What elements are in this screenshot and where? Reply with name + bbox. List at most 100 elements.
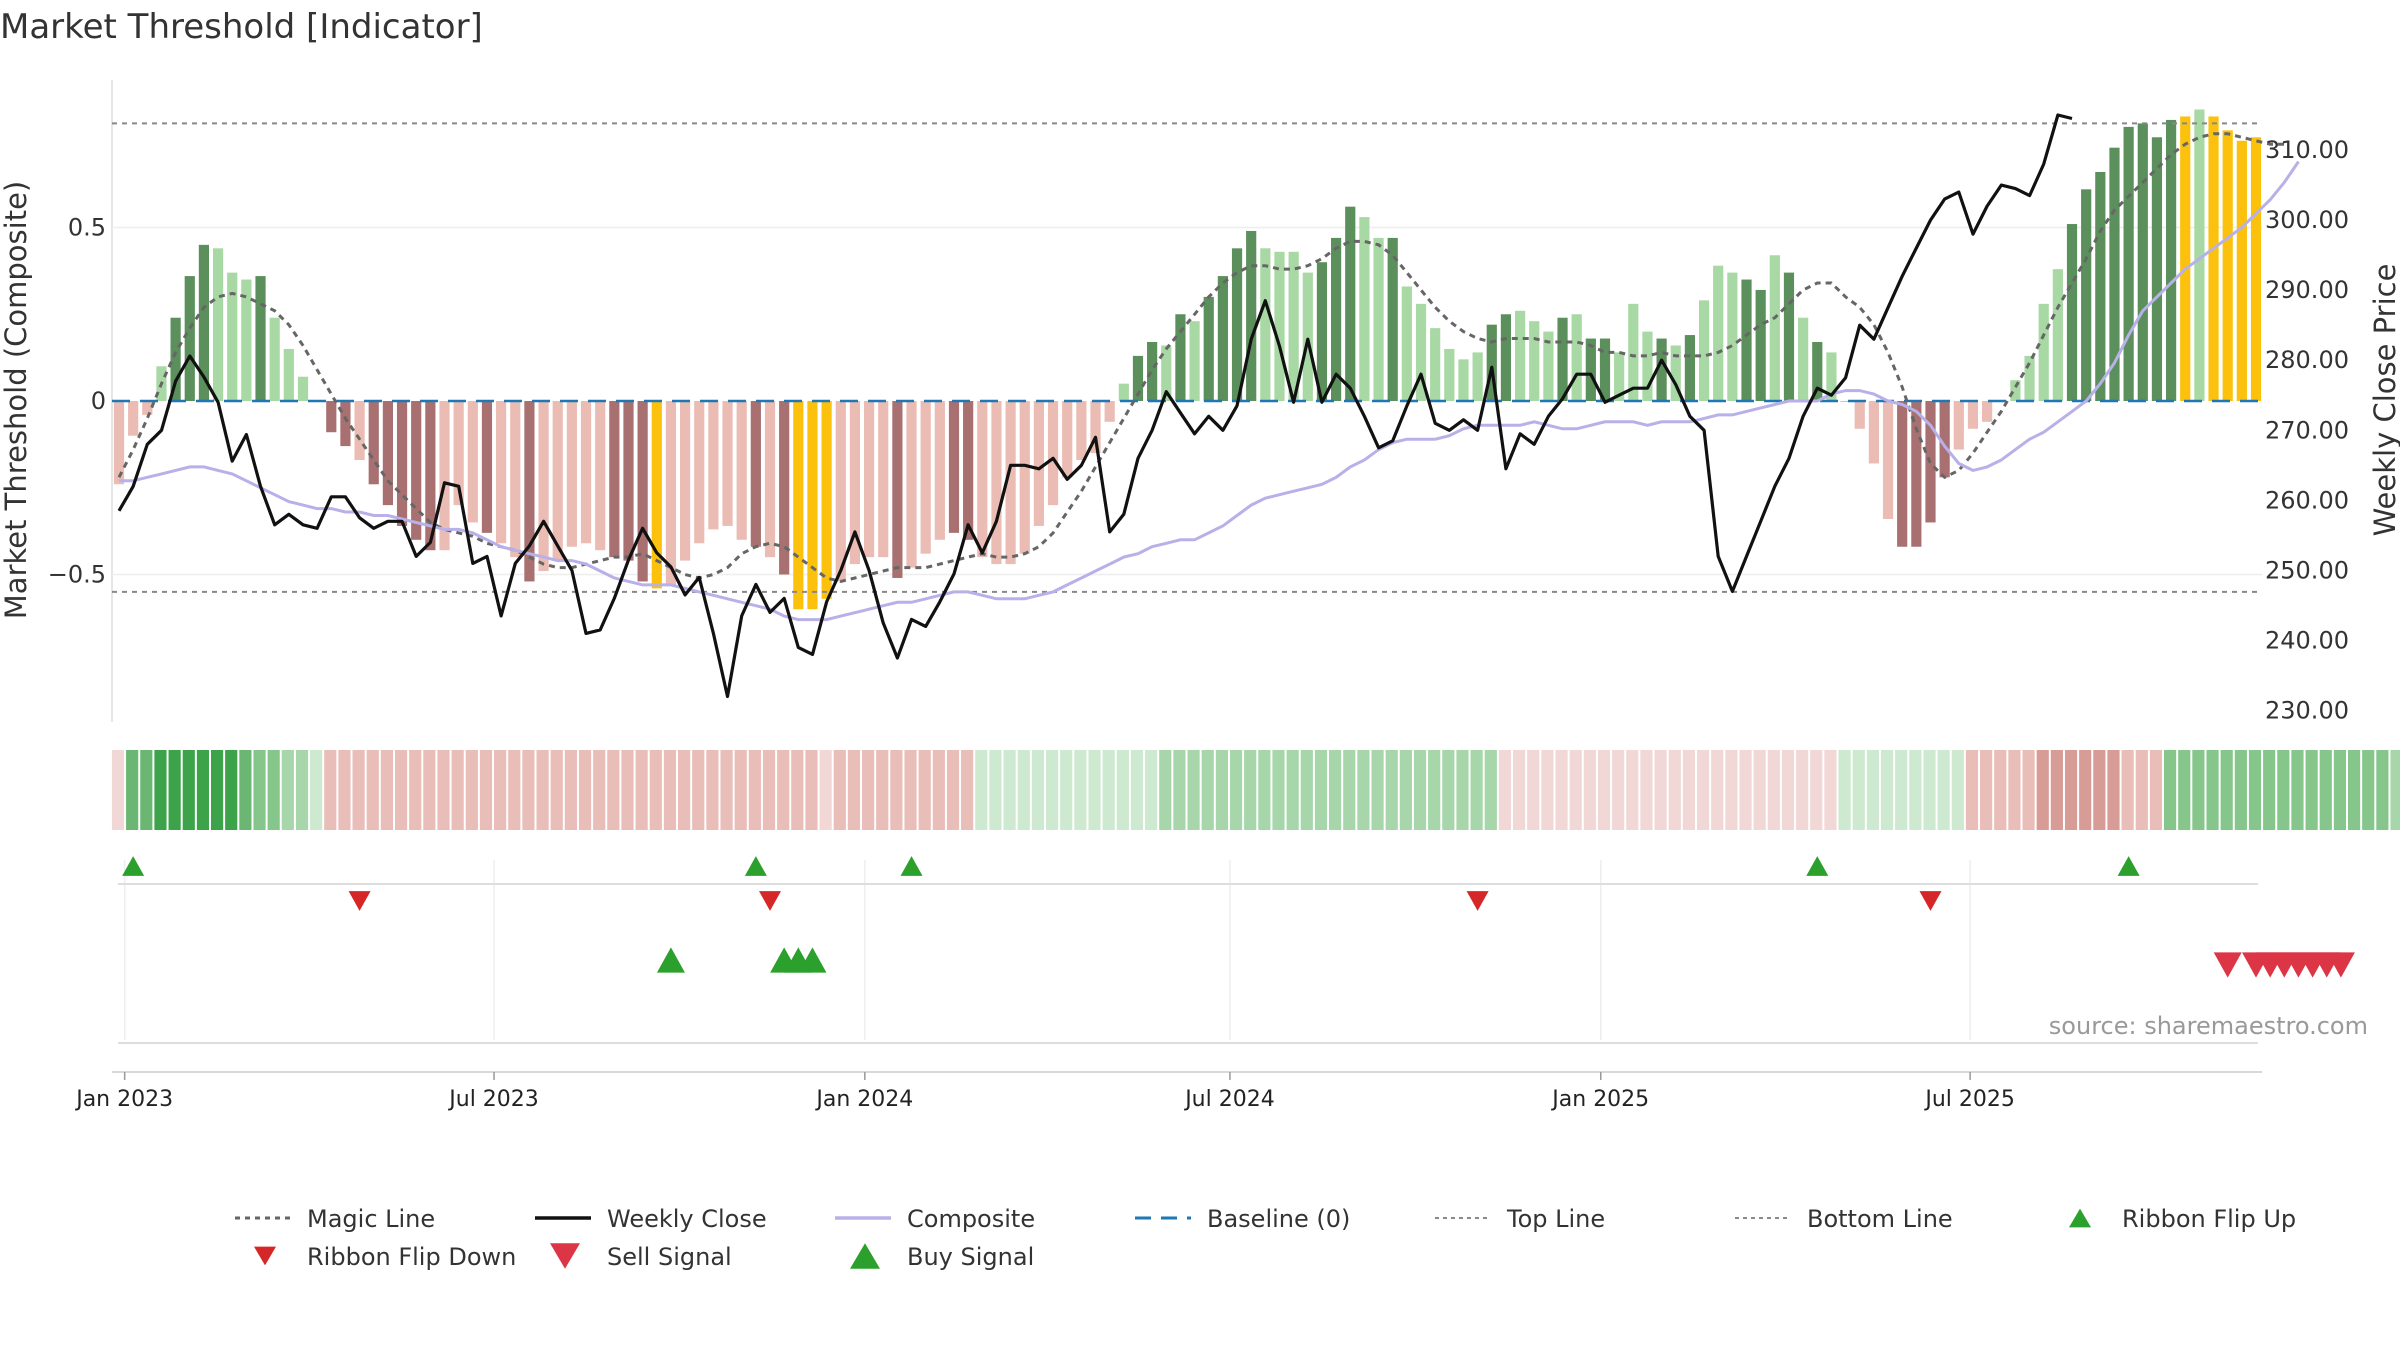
ribbon-cell <box>1088 750 1101 830</box>
composite-bar <box>2137 123 2148 402</box>
ribbon-cell <box>2362 750 2375 830</box>
composite-bar <box>142 401 153 415</box>
legend-label: Sell Signal <box>607 1243 732 1271</box>
ribbon-flip-down-marker <box>348 891 371 911</box>
x-tick-label: Jan 2025 <box>1550 1087 1649 1112</box>
buy-signal-marker <box>656 947 685 973</box>
ribbon-cell <box>1371 750 1384 830</box>
ribbon-cell <box>904 750 917 830</box>
legend-item: Ribbon Flip Up <box>2069 1205 2296 1233</box>
ribbon-cell <box>1286 750 1299 830</box>
ribbon-cell <box>706 750 719 830</box>
composite-bar <box>1741 279 1752 401</box>
ribbon-cell <box>253 750 266 830</box>
ribbon-cell <box>2291 750 2304 830</box>
composite-bar <box>694 401 705 544</box>
composite-bar <box>1882 401 1894 519</box>
x-tick-label: Jan 2024 <box>814 1087 913 1112</box>
ribbon-cell <box>2079 750 2092 830</box>
ribbon-cell <box>2305 750 2318 830</box>
gridlines <box>112 226 2262 1040</box>
legend-item: Top Line <box>1435 1205 1605 1233</box>
composite-bar <box>807 401 818 610</box>
ribbon-cell <box>409 750 422 830</box>
ribbon-cell <box>2277 750 2290 830</box>
ribbon-cell <box>154 750 167 830</box>
composite-bar <box>198 244 210 401</box>
legend-label: Composite <box>907 1205 1035 1233</box>
composite-bar <box>779 401 790 575</box>
composite-bar <box>1783 272 1795 401</box>
ribbon-cell <box>324 750 337 830</box>
ribbon-cell <box>225 750 238 830</box>
line-series <box>112 113 2300 699</box>
ribbon-cell <box>295 750 309 830</box>
legend-swatch <box>2069 1208 2091 1228</box>
ribbon-cell <box>1102 750 1115 830</box>
buy-signal-marker <box>798 947 827 973</box>
ribbon-cell <box>1555 750 1568 830</box>
composite-bar <box>1401 286 1412 401</box>
ribbon-cell <box>1385 750 1398 830</box>
composite-bar <box>241 279 252 401</box>
composite-bar <box>396 401 408 526</box>
composite-bar <box>1189 321 1200 401</box>
ribbon-cell <box>2050 750 2063 830</box>
composite-bar <box>863 401 875 558</box>
ribbon-cell <box>1895 750 1908 830</box>
ribbon-cell <box>2093 750 2106 830</box>
y-right-tick: 260.00 <box>2265 486 2349 514</box>
composite-bar <box>623 401 634 561</box>
composite-bar <box>481 401 493 533</box>
ribbon-cell <box>1838 750 1851 830</box>
composite-bar <box>382 401 393 506</box>
composite-bar <box>1274 251 1285 401</box>
composite-bar <box>651 401 662 589</box>
x-tick-labels: Jan 2023 Jul 2023 Jan 2024 Jul 2024 Jan 2025… <box>74 1072 2015 1112</box>
y-left-tick: 0.5 <box>68 214 106 242</box>
ribbon-cell <box>975 750 988 830</box>
ribbon-cell <box>2248 750 2262 830</box>
ribbon-cell <box>1045 750 1059 830</box>
composite-bar <box>524 401 535 582</box>
composite-bar <box>835 401 846 582</box>
ribbon-cell <box>2008 750 2021 830</box>
composite-bar <box>1288 251 1299 401</box>
legend-item: Sell Signal <box>550 1243 732 1271</box>
legend-label: Bottom Line <box>1807 1205 1953 1233</box>
ribbon-cell <box>126 750 139 830</box>
ribbon-cell <box>1597 750 1611 830</box>
ribbon-cell <box>366 750 379 830</box>
ribbon-cell <box>1640 750 1653 830</box>
legend-item: Composite <box>835 1205 1035 1233</box>
ribbon-cell <box>861 750 875 830</box>
ribbon-cell <box>1145 750 1158 830</box>
composite-bar <box>1387 237 1398 401</box>
ribbon-cell <box>1711 750 1724 830</box>
ribbon-cell <box>791 750 804 830</box>
ribbon-cell <box>2234 750 2247 830</box>
composite-bar <box>1769 255 1780 401</box>
ribbon-cell <box>890 750 903 830</box>
ribbon-cell <box>352 750 365 830</box>
composite-bar <box>948 401 960 533</box>
composite-bar <box>1090 401 1101 454</box>
ribbon-cell <box>2319 750 2332 830</box>
composite-bar <box>2194 109 2205 402</box>
ribbon-cell <box>1187 750 1200 830</box>
composite-bar <box>679 401 691 561</box>
ribbon-cell <box>1753 750 1766 830</box>
ribbon-cell <box>182 750 195 830</box>
composite-bar <box>297 376 309 401</box>
ribbon-cell <box>2107 750 2120 830</box>
ribbon-cell <box>168 750 181 830</box>
ribbon-cell <box>1003 750 1016 830</box>
y-right-tick: 290.00 <box>2265 276 2349 304</box>
ribbon-cell <box>2390 750 2400 830</box>
composite-bar <box>1132 355 1144 401</box>
composite-bar <box>1713 265 1724 401</box>
ribbon-cell <box>380 750 393 830</box>
ribbon-cell <box>437 750 450 830</box>
composite-bar <box>906 401 917 568</box>
composite-bar <box>708 401 719 530</box>
